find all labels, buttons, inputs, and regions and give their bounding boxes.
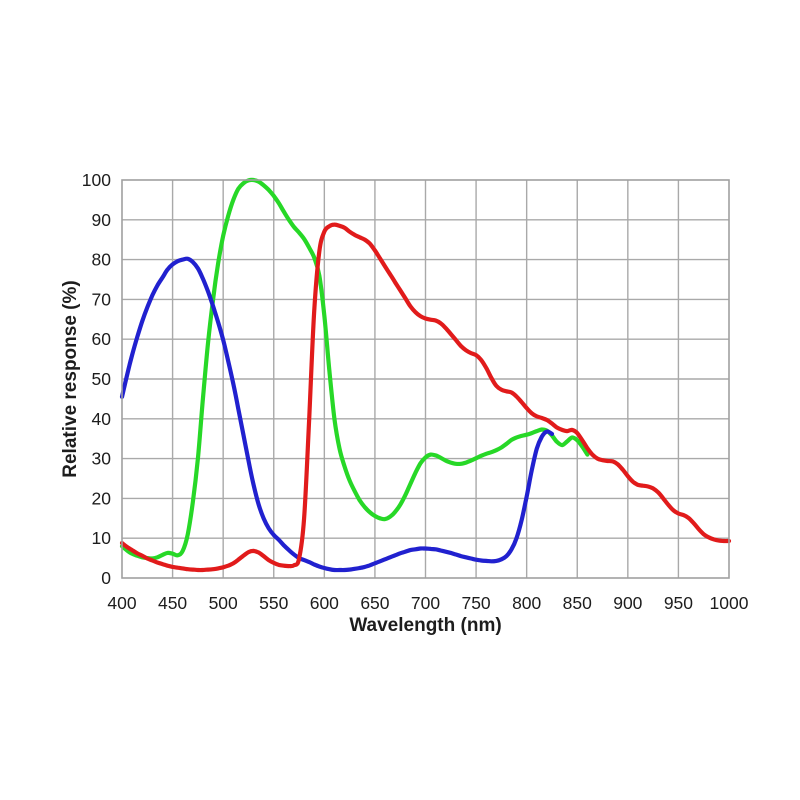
y-axis-title: Relative response (%): [60, 280, 81, 477]
y-tick-label: 50: [92, 369, 112, 389]
y-tick-label: 40: [92, 409, 112, 429]
green-channel-curve: [119, 177, 590, 561]
x-tick-label: 400: [107, 593, 136, 613]
x-tick-label: 800: [512, 593, 541, 613]
x-tick-label: 700: [411, 593, 440, 613]
y-tick-label: 70: [92, 289, 112, 309]
x-tick-label: 500: [209, 593, 238, 613]
red-channel-curve: [119, 222, 732, 573]
tick-labels-layer: 400 450 500 550 600 650 700 750 800 850 900 950 1000…: [82, 170, 749, 613]
x-tick-label: 1000: [710, 593, 749, 613]
plot-border: [121, 179, 730, 579]
y-tick-label: 90: [92, 210, 112, 230]
y-tick-label: 10: [92, 528, 112, 548]
x-tick-label: 850: [563, 593, 592, 613]
y-tick-label: 80: [92, 250, 112, 270]
x-tick-label: 900: [613, 593, 642, 613]
y-tick-label: 60: [92, 329, 112, 349]
y-tick-label: 0: [101, 568, 111, 588]
x-tick-label: 550: [259, 593, 288, 613]
y-tick-label: 30: [92, 449, 112, 469]
x-axis-title: Wavelength (nm): [349, 615, 501, 636]
x-tick-label: 600: [310, 593, 339, 613]
x-tick-label: 750: [461, 593, 490, 613]
blue-channel-curve: [119, 256, 555, 573]
y-tick-label: 100: [82, 170, 111, 190]
y-tick-label: 20: [92, 488, 112, 508]
plot-frame: [121, 179, 730, 579]
grid-layer: [122, 180, 729, 578]
x-tick-label: 450: [158, 593, 187, 613]
x-tick-label: 650: [360, 593, 389, 613]
x-tick-label: 950: [664, 593, 693, 613]
curves-layer: [119, 177, 732, 573]
